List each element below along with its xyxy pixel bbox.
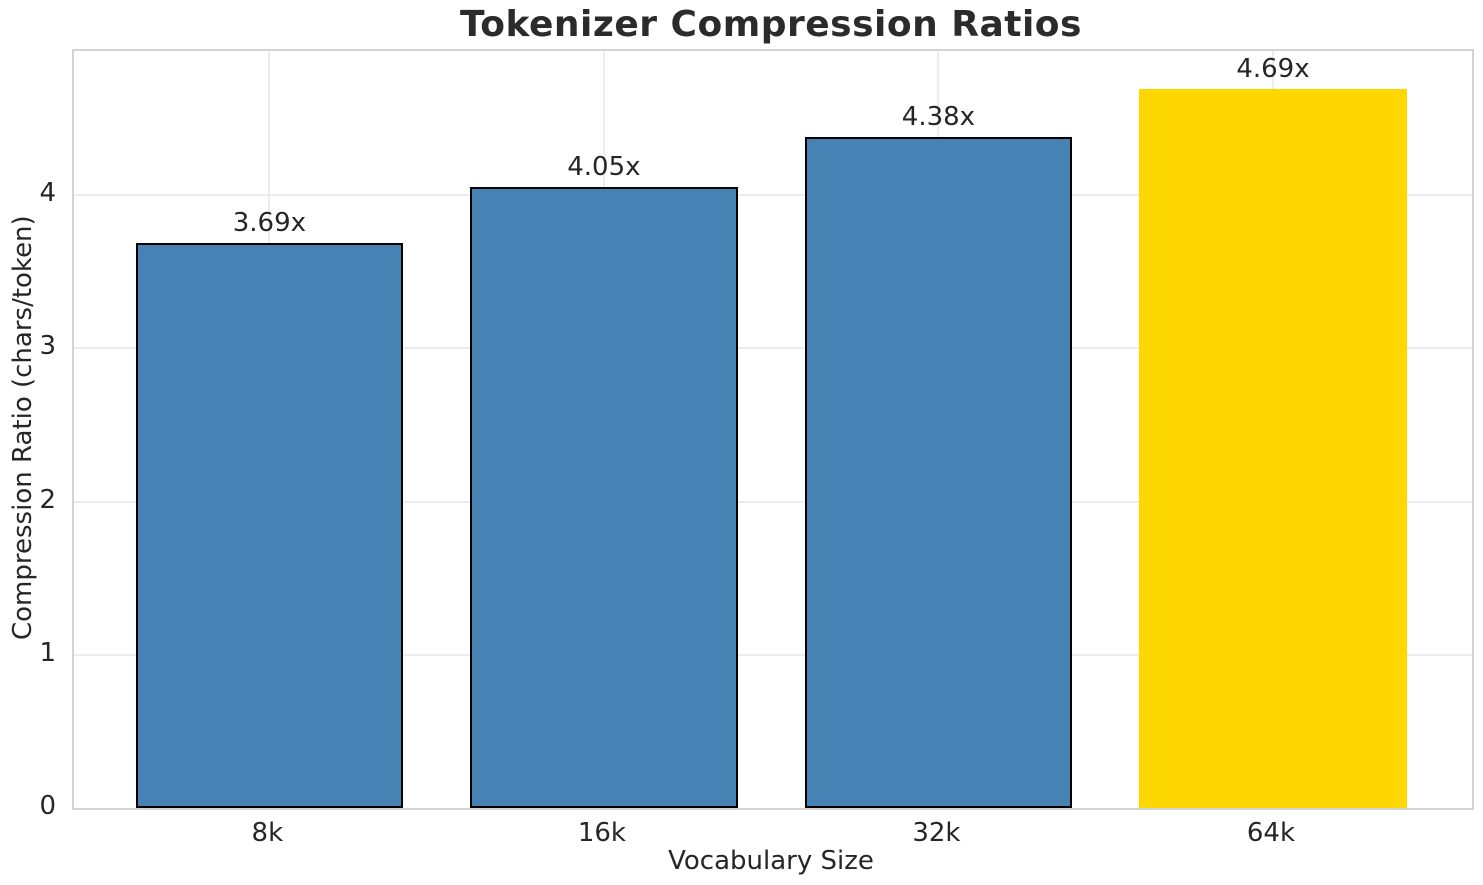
y-tick-label: 1	[39, 637, 56, 668]
x-axis-label: Vocabulary Size	[668, 846, 874, 876]
bar	[470, 187, 738, 808]
x-axis-ticks: 8k 16k 32k 64k	[72, 818, 1470, 852]
x-tick-label: 32k	[912, 818, 961, 848]
y-tick-label: 0	[39, 791, 56, 821]
bar-value-label: 3.69x	[232, 207, 306, 238]
gridline-horizontal	[74, 194, 1472, 197]
gridline-horizontal	[74, 653, 1472, 656]
gridline-horizontal	[74, 500, 1472, 503]
y-tick-label: 4	[39, 178, 56, 209]
x-tick-label: 8k	[251, 818, 284, 848]
bar-value-label: 4.69x	[1236, 54, 1310, 85]
bar	[804, 136, 1073, 808]
x-tick-label: 64k	[1246, 818, 1296, 848]
chart-title: Tokenizer Compression Ratios	[460, 4, 1082, 45]
x-tick-label: 16k	[577, 818, 626, 848]
gridline-horizontal	[74, 347, 1472, 350]
y-axis-ticks: 0 1 2 3 4	[0, 49, 56, 819]
bar-value-label: 4.38x	[901, 101, 976, 132]
plot-area: 3.69x 4.05x 4.38x 4.69x	[72, 49, 1474, 810]
y-tick-label: 3	[39, 331, 56, 362]
y-tick-label: 2	[39, 484, 56, 515]
bar-value-label: 4.05x	[567, 152, 641, 183]
bar	[1139, 89, 1407, 808]
bar	[135, 242, 404, 808]
